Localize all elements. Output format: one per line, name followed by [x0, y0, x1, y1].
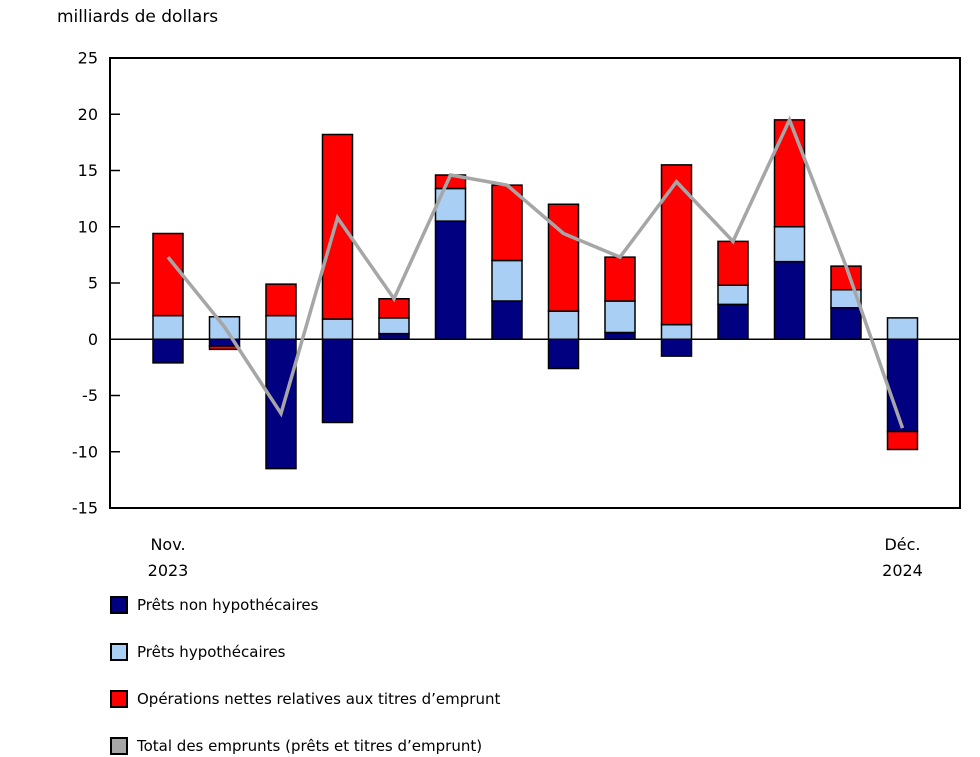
- y-tick-label: -10: [72, 442, 98, 461]
- plot-frame: [109, 57, 961, 509]
- legend-label-net-debt-securities: Opérations nettes relatives aux titres d…: [137, 690, 501, 708]
- bar-segment-series1-month2: [265, 314, 297, 340]
- net-debt-securities-swatch: [110, 690, 128, 708]
- bar-segment-series2-month3: [321, 133, 354, 320]
- non-mortgage-loans-swatch: [110, 596, 128, 614]
- legend-label-mortgage-loans: Prêts hypothécaires: [137, 643, 286, 661]
- bar-segment-series2-month7: [547, 203, 580, 312]
- bar-segment-series0-month7: [547, 338, 580, 370]
- bar-segment-series2-month6: [491, 184, 523, 262]
- bar-segment-series1-month10: [717, 284, 749, 306]
- chart-canvas: 25 20 15 10 5 0 -5 -10 -15 Nov. 2023 Déc. 2024: [72, 49, 961, 580]
- bar-segment-series2-month9: [660, 164, 693, 326]
- bar-segment-series1-month9: [660, 323, 693, 340]
- bar-segment-series1-month11: [773, 226, 806, 263]
- bar-segment-series2-month0: [152, 232, 184, 317]
- y-tick-label: 15: [78, 161, 98, 180]
- bar-segment-series0-month11: [773, 260, 806, 340]
- bar-segment-series0-month8: [604, 331, 636, 340]
- legend-item-non-mortgage-loans: Prêts non hypothécaires: [110, 596, 500, 614]
- bar-segment-series1-month8: [604, 300, 636, 334]
- legend-label-total-borrowings: Total des emprunts (prêts et titres d’em…: [137, 737, 483, 755]
- bar-segment-series1-month5: [434, 187, 467, 222]
- x-axis-label-last-line2: 2024: [882, 561, 923, 580]
- legend-item-total-borrowings: Total des emprunts (prêts et titres d’em…: [110, 737, 500, 755]
- bar-segment-series1-month0: [152, 314, 184, 340]
- y-tick-label: 10: [78, 217, 98, 236]
- x-axis-label-first-line1: Nov.: [150, 535, 185, 554]
- bar-segment-series1-month13: [886, 317, 919, 340]
- bar-segment-series0-month9: [660, 338, 693, 357]
- y-tick-label: 0: [88, 330, 98, 349]
- mortgage-loans-swatch: [110, 643, 128, 661]
- total-borrowings-swatch: [110, 737, 128, 755]
- legend: Prêts non hypothécaires Prêts hypothécai…: [110, 596, 500, 757]
- bar-segment-series0-month10: [717, 303, 749, 340]
- y-tick-label: -15: [72, 499, 98, 518]
- bar-segment-series1-month3: [321, 318, 354, 340]
- legend-item-net-debt-securities: Opérations nettes relatives aux titres d…: [110, 690, 500, 708]
- bar-segment-series2-month10: [717, 240, 749, 286]
- bar-segment-series0-month6: [491, 300, 523, 340]
- y-tick-label: 5: [88, 274, 98, 293]
- bar-segment-series0-month2: [265, 338, 297, 470]
- bar-segment-series2-month2: [265, 283, 297, 317]
- bar-segment-series0-month3: [321, 338, 354, 424]
- bar-segment-series2-month8: [604, 256, 636, 302]
- y-tick-label: 25: [78, 49, 98, 68]
- total-line: [166, 115, 905, 429]
- bar-segment-series0-month13: [886, 338, 919, 433]
- bar-segment-series0-month4: [378, 332, 410, 340]
- bar-segment-series0-month5: [434, 220, 467, 340]
- bar-segment-series1-month4: [378, 317, 410, 335]
- x-axis-label-first-line2: 2023: [148, 561, 189, 580]
- y-tick-label: -5: [82, 386, 98, 405]
- y-tick-label: 20: [78, 105, 98, 124]
- bar-segment-series2-month11: [773, 119, 806, 228]
- bar-segment-series1-month6: [491, 259, 523, 302]
- legend-item-mortgage-loans: Prêts hypothécaires: [110, 643, 500, 661]
- bar-segment-series1-month7: [547, 310, 580, 340]
- bar-segment-series2-month1: [208, 345, 241, 351]
- legend-label-non-mortgage-loans: Prêts non hypothécaires: [137, 596, 319, 614]
- bar-segment-series2-month13: [886, 430, 919, 451]
- bar-segment-series0-month0: [152, 338, 184, 364]
- bar-segment-series0-month12: [830, 307, 862, 340]
- x-axis-label-last-line1: Déc.: [884, 535, 920, 554]
- chart-unit-title: milliards de dollars: [57, 7, 219, 27]
